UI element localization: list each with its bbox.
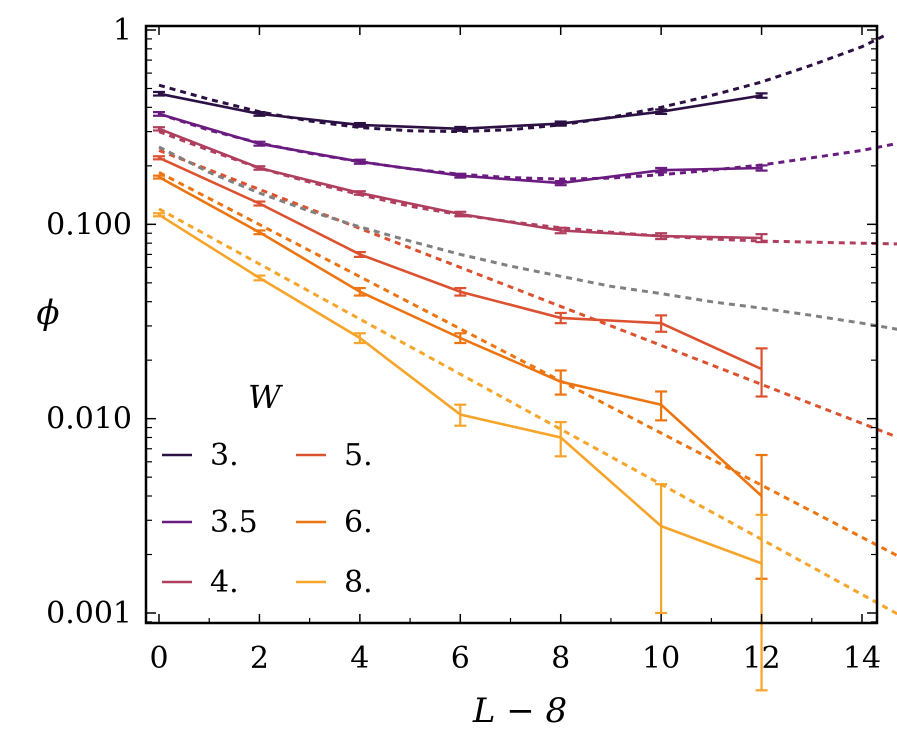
legend-label: 3.5 (210, 505, 258, 540)
fit-line (158, 207, 897, 616)
legend-label: 8. (344, 565, 373, 600)
y-tick-label: 0.001 (46, 596, 132, 631)
x-axis-label: L − 8 (472, 691, 567, 731)
y-axis-label: ϕ (36, 293, 59, 333)
x-tick-label: 0 (149, 641, 168, 676)
legend: W 3. 3.5 4. 5. 6. 8. (162, 378, 373, 600)
fit-lines (158, 32, 897, 616)
data-series (153, 90, 768, 692)
x-tick-label: 10 (642, 641, 680, 676)
fit-line (158, 32, 888, 134)
fit-line (158, 171, 897, 558)
legend-label: 5. (344, 438, 373, 473)
legend-title: W (248, 378, 284, 416)
legend-label: 4. (210, 565, 239, 600)
fit-line (158, 145, 897, 331)
y-ticks: 0.001 0.010 0.100 1 (46, 13, 877, 631)
legend-label: 6. (344, 505, 373, 540)
legend-label: 3. (210, 438, 239, 473)
y-tick-label: 0.010 (46, 402, 132, 437)
x-tick-label: 2 (250, 641, 269, 676)
fit-line (158, 130, 897, 246)
series-line (158, 127, 762, 240)
x-ticks: 0 2 4 6 8 10 12 14 (149, 26, 881, 676)
y-tick-label: 1 (113, 13, 132, 48)
x-tick-label: 12 (742, 641, 780, 676)
x-tick-label: 4 (350, 641, 369, 676)
series-line (158, 92, 762, 131)
x-tick-label: 8 (551, 641, 570, 676)
y-tick-label: 0.100 (46, 207, 132, 242)
x-tick-label: 6 (451, 641, 470, 676)
fit-line (158, 149, 897, 439)
x-tick-label: 14 (843, 641, 881, 676)
plot-frame (144, 24, 879, 625)
